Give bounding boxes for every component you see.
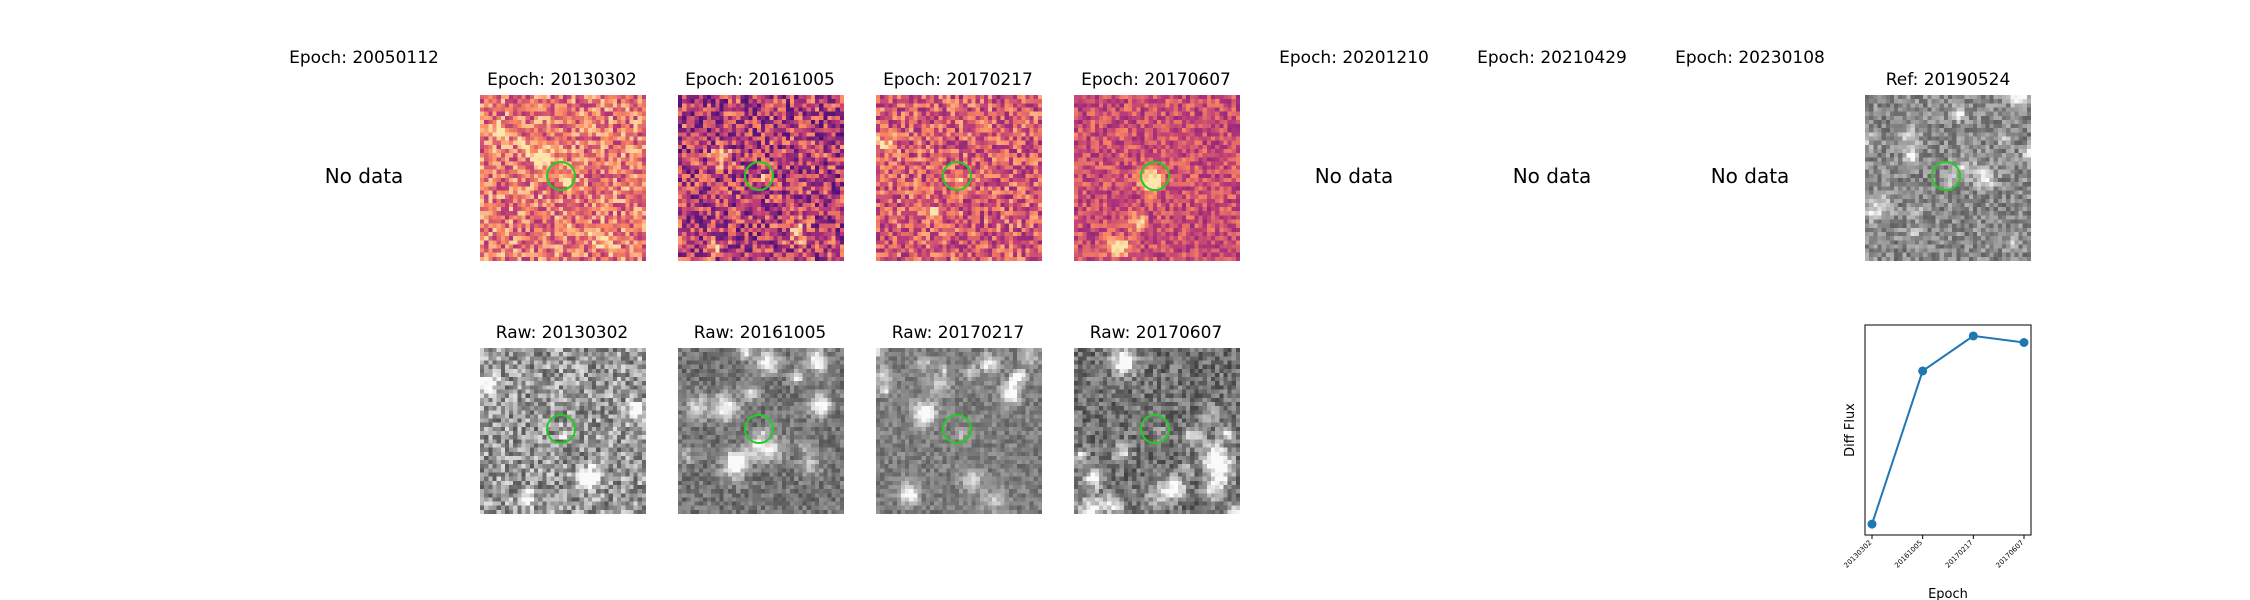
aperture-circle <box>744 161 774 191</box>
epoch-title-20170607: Epoch: 20170607 <box>1081 70 1231 90</box>
aperture-circle <box>744 414 774 444</box>
raw-image-20161005 <box>678 348 844 514</box>
x-axis-label: Epoch <box>1928 587 1968 600</box>
epoch-title-20050112: Epoch: 20050112 <box>289 48 439 68</box>
aperture-circle <box>1931 161 1961 191</box>
no-data-20210429: No data <box>1512 164 1592 188</box>
data-point-20170607 <box>2019 338 2029 347</box>
data-point-20161005 <box>1918 366 1928 376</box>
data-point-20130302 <box>1867 519 1877 529</box>
raw-title-20170217: Raw: 20170217 <box>891 323 1025 343</box>
epoch-title-20161005: Epoch: 20161005 <box>685 70 835 90</box>
aperture-circle <box>546 161 576 191</box>
aperture-circle <box>942 414 972 444</box>
diff-image-20130302 <box>480 95 646 261</box>
reference-image <box>1865 95 2031 261</box>
raw-image-20170217 <box>876 348 1042 514</box>
diff-image-20170217 <box>876 95 1042 261</box>
raw-title-20130302: Raw: 20130302 <box>495 323 629 343</box>
epoch-title-20230108: Epoch: 20230108 <box>1675 48 1825 68</box>
x-tick-label: 20130302 <box>1843 539 1874 570</box>
aperture-circle <box>546 414 576 444</box>
no-data-20201210: No data <box>1314 164 1394 188</box>
epoch-title-20170217: Epoch: 20170217 <box>883 70 1033 90</box>
x-tick-label: 20170607 <box>1995 539 2026 570</box>
reference-title: Ref: 20190524 <box>1885 70 2011 90</box>
epoch-title-20130302: Epoch: 20130302 <box>487 70 637 90</box>
epoch-title-20201210: Epoch: 20201210 <box>1279 48 1429 68</box>
epoch-title-20210429: Epoch: 20210429 <box>1477 48 1627 68</box>
x-tick-label: 20161005 <box>1893 539 1924 570</box>
data-point-20170217 <box>1968 331 1978 341</box>
aperture-circle <box>1140 161 1170 191</box>
raw-title-20170607: Raw: 20170607 <box>1089 323 1223 343</box>
aperture-circle <box>1140 414 1170 444</box>
series-line <box>1871 334 2025 525</box>
plot-frame <box>1864 324 2032 536</box>
raw-image-20130302 <box>480 348 646 514</box>
light-curve-chart: 20130302 20161005 20170217 20170607 Epoch D… <box>1843 324 2032 600</box>
no-data-20230108: No data <box>1710 164 1790 188</box>
aperture-circle <box>942 161 972 191</box>
raw-title-20161005: Raw: 20161005 <box>693 323 827 343</box>
diff-image-20170607 <box>1074 95 1240 261</box>
diff-image-20161005 <box>678 95 844 261</box>
y-axis-label: Diff Flux <box>1843 403 1858 457</box>
x-tick-label: 20170217 <box>1944 539 1975 570</box>
raw-image-20170607 <box>1074 348 1240 514</box>
no-data-20050112: No data <box>324 164 404 188</box>
